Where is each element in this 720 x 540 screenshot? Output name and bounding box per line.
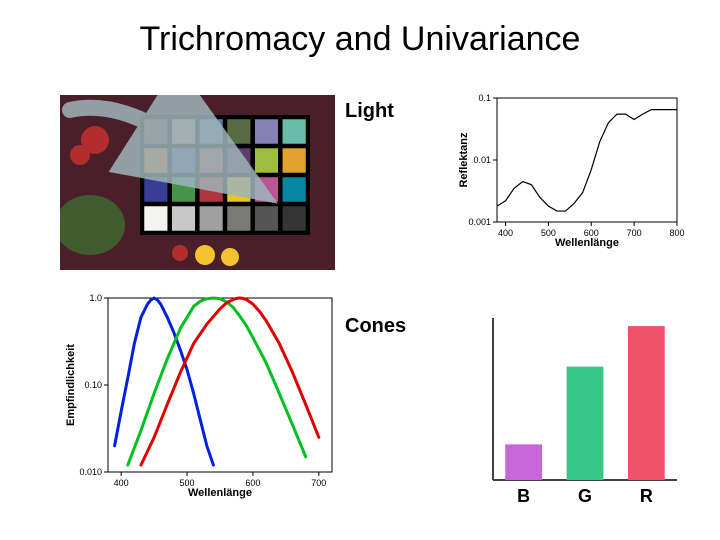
svg-text:R: R — [640, 486, 653, 506]
svg-text:400: 400 — [114, 478, 129, 488]
svg-text:400: 400 — [498, 228, 513, 238]
cone-chart: 4005006007000.0100.101.0WellenlängeEmpfi… — [60, 290, 340, 500]
svg-text:Empfindlichkeit: Empfindlichkeit — [65, 344, 77, 426]
svg-text:0.001: 0.001 — [468, 217, 491, 227]
svg-text:800: 800 — [669, 228, 684, 238]
light-label: Light — [345, 100, 394, 123]
svg-text:Wellenlänge: Wellenlänge — [188, 487, 252, 499]
svg-text:Wellenlänge: Wellenlänge — [555, 237, 619, 249]
svg-text:500: 500 — [541, 228, 556, 238]
svg-text:Reflektanz: Reflektanz — [458, 132, 470, 188]
reflectance-chart: 4005006007008000.0010.010.1WellenlängeRe… — [455, 90, 685, 250]
page-title: Trichromacy and Univariance — [0, 20, 720, 59]
svg-text:0.010: 0.010 — [79, 467, 102, 477]
colorchecker-panel — [60, 95, 335, 270]
svg-text:700: 700 — [627, 228, 642, 238]
svg-text:G: G — [578, 486, 592, 506]
svg-text:0.1: 0.1 — [478, 93, 491, 103]
svg-text:1.0: 1.0 — [89, 293, 102, 303]
cones-label: Cones — [345, 315, 406, 338]
svg-text:700: 700 — [311, 478, 326, 488]
svg-text:B: B — [517, 486, 530, 506]
bar-chart: BGR — [475, 310, 685, 510]
svg-text:0.10: 0.10 — [84, 380, 102, 390]
svg-text:0.01: 0.01 — [473, 155, 491, 165]
